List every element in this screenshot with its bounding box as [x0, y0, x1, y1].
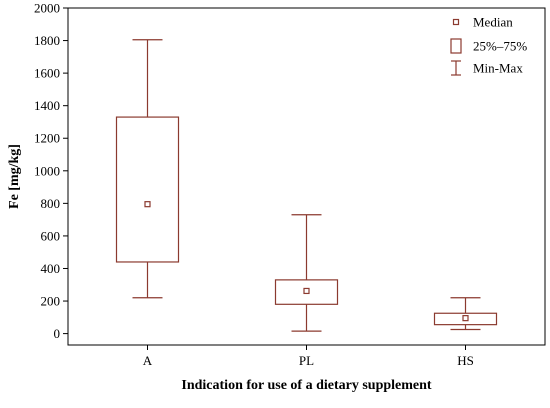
legend: Median 25%–75% Min-Max — [450, 15, 527, 76]
median-marker — [303, 287, 310, 295]
x-tick-label: A — [143, 353, 153, 368]
box-hs — [433, 297, 498, 331]
y-tick-label: 1800 — [34, 33, 60, 48]
y-tick-label: 1600 — [34, 66, 60, 81]
y-tick-label: 1000 — [34, 163, 60, 178]
y-tick-label: 200 — [41, 294, 61, 309]
y-tick-label: 1400 — [34, 98, 60, 113]
whisker-icon — [451, 60, 461, 76]
y-axis-title: Fe [mg/kg] — [7, 144, 22, 209]
legend-item: Median — [452, 15, 513, 30]
median-marker — [462, 315, 469, 322]
boxes — [115, 39, 498, 332]
legend-item: 25%–75% — [450, 38, 527, 54]
y-tick-label: 1200 — [34, 131, 60, 146]
y-tick-label: 600 — [41, 228, 61, 243]
y-tick-label: 0 — [54, 326, 61, 341]
y-tick-label: 800 — [41, 196, 61, 211]
box-pl — [274, 214, 339, 332]
y-ticks: 0 200 400 600 800 1000 1200 1400 1600 1800 2000 — [34, 1, 68, 341]
x-tick-label: HS — [457, 353, 474, 368]
legend-item: Min-Max — [451, 60, 523, 76]
y-tick-label: 2000 — [34, 1, 60, 16]
iqr-box — [115, 116, 180, 263]
legend-label: 25%–75% — [473, 39, 527, 54]
box-a — [115, 39, 180, 299]
x-axis-title: Indication for use of a dietary suppleme… — [181, 378, 432, 393]
x-tick-label: PL — [299, 353, 314, 368]
median-square-icon — [452, 18, 460, 26]
y-tick-label: 400 — [41, 261, 61, 276]
box-rect-icon — [450, 38, 462, 54]
x-ticks: A PL HS — [143, 345, 474, 368]
median-marker — [144, 201, 151, 208]
legend-label: Min-Max — [473, 61, 523, 76]
legend-label: Median — [473, 15, 513, 30]
